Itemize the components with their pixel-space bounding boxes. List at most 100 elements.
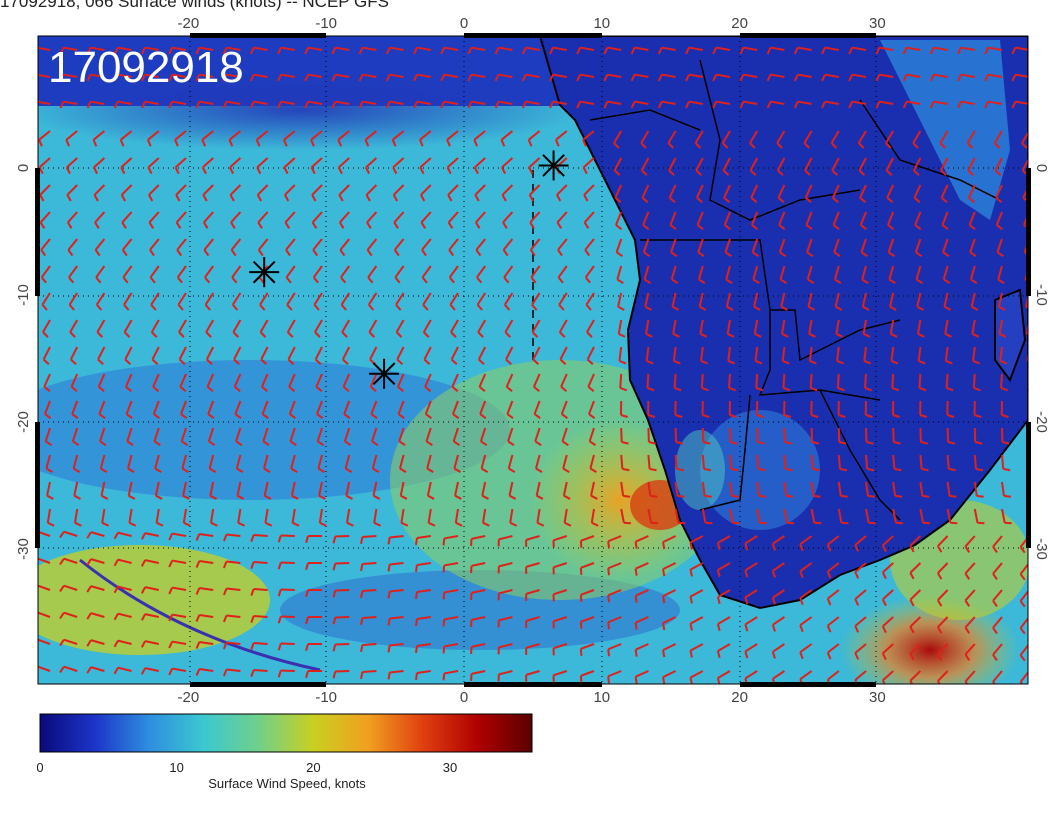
wind-barb: [685, 73, 703, 82]
wind-barb: [696, 211, 704, 231]
wind-barb: [277, 46, 295, 55]
wind-barb: [39, 211, 51, 229]
wind-barb: [587, 373, 595, 393]
wind-barb: [369, 373, 378, 393]
wind-barb: [150, 319, 160, 338]
wind-barb: [521, 46, 540, 55]
wind-barb: [891, 400, 900, 418]
wind-barb: [331, 100, 350, 109]
wind-barb: [419, 157, 432, 175]
wind-barb: [530, 265, 541, 284]
lon-ticks-bottom: -20 -10 0 10 20 30: [178, 689, 886, 706]
wind-barb: [141, 100, 159, 109]
wind-barb: [881, 562, 894, 580]
wind-barb: [454, 508, 463, 527]
wind-barb: [833, 238, 841, 258]
wind-barb: [887, 238, 895, 258]
wind-barb: [826, 562, 840, 579]
wind-barb: [729, 454, 739, 472]
wind-barb: [415, 562, 431, 573]
wind-barb: [729, 427, 738, 445]
wind-barb: [392, 184, 405, 202]
wind-barb: [415, 616, 431, 627]
colorbar-tick-label: 30: [443, 760, 457, 775]
wind-barb: [614, 184, 623, 203]
wind-barb: [419, 130, 432, 147]
wind-barb: [832, 211, 840, 231]
wind-barb: [59, 665, 78, 674]
wind-barb: [726, 319, 735, 338]
wind-barb: [46, 508, 55, 527]
wind-barb: [442, 670, 459, 681]
wind-barb: [358, 46, 377, 55]
wind-barb: [45, 454, 53, 473]
wind-barb: [201, 157, 214, 175]
wind-barb: [694, 130, 704, 149]
wind-barb: [579, 616, 595, 629]
wind-barb: [474, 211, 486, 229]
wind-barb: [887, 211, 895, 231]
wind-barb: [916, 292, 924, 311]
page-title: 17092918, 066 Surface winds (knots) -- N…: [0, 0, 389, 11]
wind-barb: [579, 535, 595, 548]
wind-barb: [259, 319, 269, 338]
wind-barb: [38, 100, 51, 105]
wind-barb: [121, 238, 133, 257]
wind-barb: [360, 616, 377, 626]
wind-barb: [452, 427, 461, 447]
wind-barb: [68, 292, 79, 311]
wind-barb: [467, 100, 486, 109]
wind-barb: [685, 46, 703, 55]
wind-barb: [385, 73, 404, 82]
wind-barb: [59, 46, 78, 55]
wind-barb: [286, 319, 296, 338]
wind-barb: [964, 589, 976, 607]
wind-barb: [756, 481, 767, 498]
wind-barb: [497, 670, 513, 682]
wind-barb: [909, 589, 922, 607]
wind-barb: [421, 238, 432, 257]
wind-barb: [973, 427, 983, 445]
wind-barb: [508, 481, 517, 500]
wind-barb: [148, 184, 160, 202]
lon-tick-label: -10: [315, 15, 337, 32]
wind-barb: [65, 157, 78, 175]
wind-barb: [875, 46, 894, 55]
wind-barb: [68, 265, 79, 284]
wind-barb: [944, 319, 952, 338]
wind-barb: [366, 211, 378, 229]
madagascar: [994, 288, 1027, 383]
wind-barb: [826, 589, 840, 606]
wind-barb: [442, 643, 459, 654]
wind-barb: [973, 454, 984, 472]
wind-barb: [881, 643, 894, 661]
wind-barb: [442, 616, 459, 627]
wind-barb: [86, 100, 105, 109]
wind-barb: [752, 265, 760, 284]
wind-barb: [552, 535, 568, 548]
wind-barb: [440, 100, 459, 109]
wind-barb: [549, 100, 567, 109]
wind-barb: [915, 265, 924, 284]
wind-barb: [859, 184, 867, 203]
wind-barb: [182, 481, 190, 500]
wind-barb: [1011, 100, 1028, 109]
wind-barb: [756, 454, 766, 472]
wind-barb: [799, 562, 813, 579]
wind-barb: [44, 427, 53, 447]
wind-barb: [1001, 427, 1010, 445]
wind-barb: [776, 157, 786, 176]
wind-barb: [807, 292, 816, 311]
wind-barb: [744, 643, 758, 659]
wind-barb: [966, 130, 976, 149]
wind-barb: [552, 589, 568, 602]
wind-barb: [233, 346, 242, 365]
wind-barb: [645, 346, 654, 365]
wind-barb: [284, 211, 296, 229]
wind-barb: [716, 643, 731, 659]
wind-barb: [373, 508, 381, 527]
wind-barb: [834, 292, 843, 311]
wind-barb: [67, 238, 78, 257]
wind-barb: [229, 184, 242, 202]
